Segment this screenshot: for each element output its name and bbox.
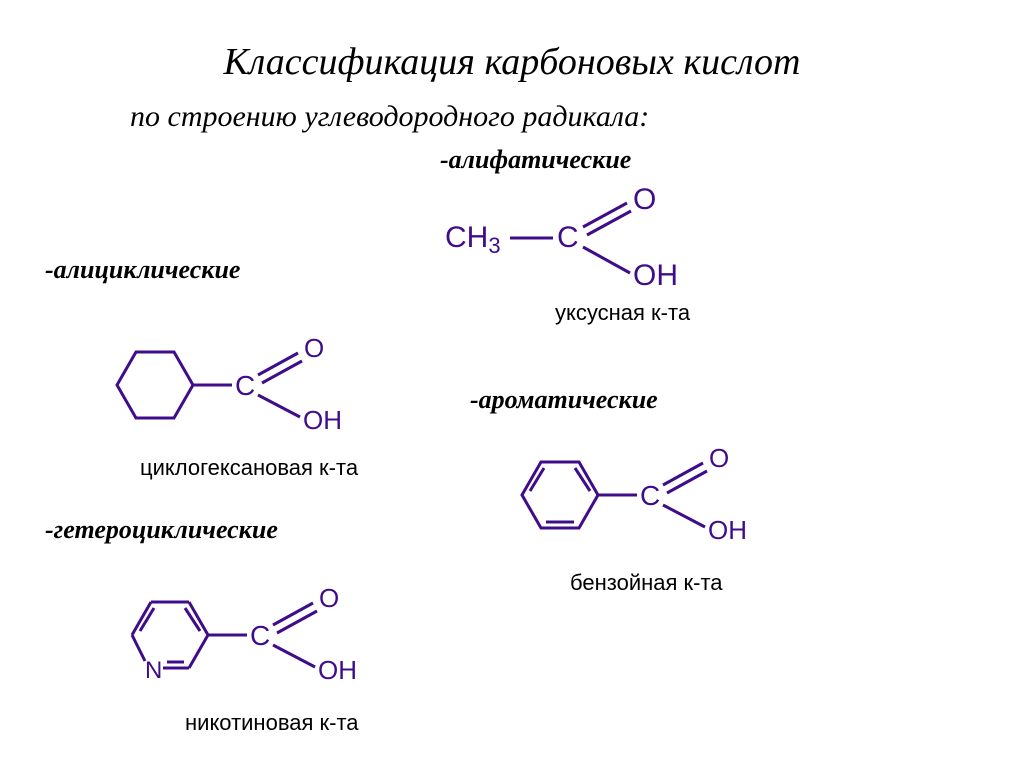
compound-acetic-acid: уксусная к-та — [555, 300, 690, 326]
category-aliphatic-label: -алифатические — [440, 145, 631, 175]
svg-text:O: O — [304, 333, 324, 363]
svg-text:N: N — [145, 657, 162, 684]
svg-text:O: O — [709, 443, 729, 473]
compound-benzoic-acid: бензойная к-та — [570, 570, 723, 596]
svg-text:OH: OH — [318, 655, 357, 685]
structure-benzoic-acid: C O OH — [505, 435, 765, 565]
structure-nicotinic-acid: N C O OH — [115, 575, 395, 715]
category-aromatic-label: -ароматические — [470, 385, 658, 415]
svg-text:C: C — [557, 221, 579, 254]
page-title: Классификация карбоновых кислот — [0, 40, 1024, 84]
structure-cyclohexanoic-acid-clean: C O OH — [100, 325, 360, 455]
compound-nicotinic-acid: никотиновая к-та — [185, 710, 359, 736]
svg-text:C: C — [640, 480, 660, 511]
compound-cyclohexanoic-acid: циклогексановая к-та — [140, 455, 358, 481]
svg-text:C: C — [235, 370, 255, 401]
page-subtitle: по строению углеводородного радикала: — [130, 100, 649, 134]
svg-text:OH: OH — [633, 259, 678, 292]
structure-acetic-acid: CH3 C O OH — [435, 185, 735, 295]
svg-text:C: C — [250, 620, 270, 651]
svg-text:OH: OH — [303, 405, 342, 435]
svg-text:O: O — [319, 583, 339, 613]
category-alicyclic-label: -алициклические — [45, 255, 240, 285]
svg-text:CH3: CH3 — [445, 221, 501, 258]
svg-text:O: O — [633, 185, 656, 216]
svg-text:OH: OH — [708, 515, 747, 545]
category-heterocyclic-label: -гетероциклические — [45, 515, 278, 545]
